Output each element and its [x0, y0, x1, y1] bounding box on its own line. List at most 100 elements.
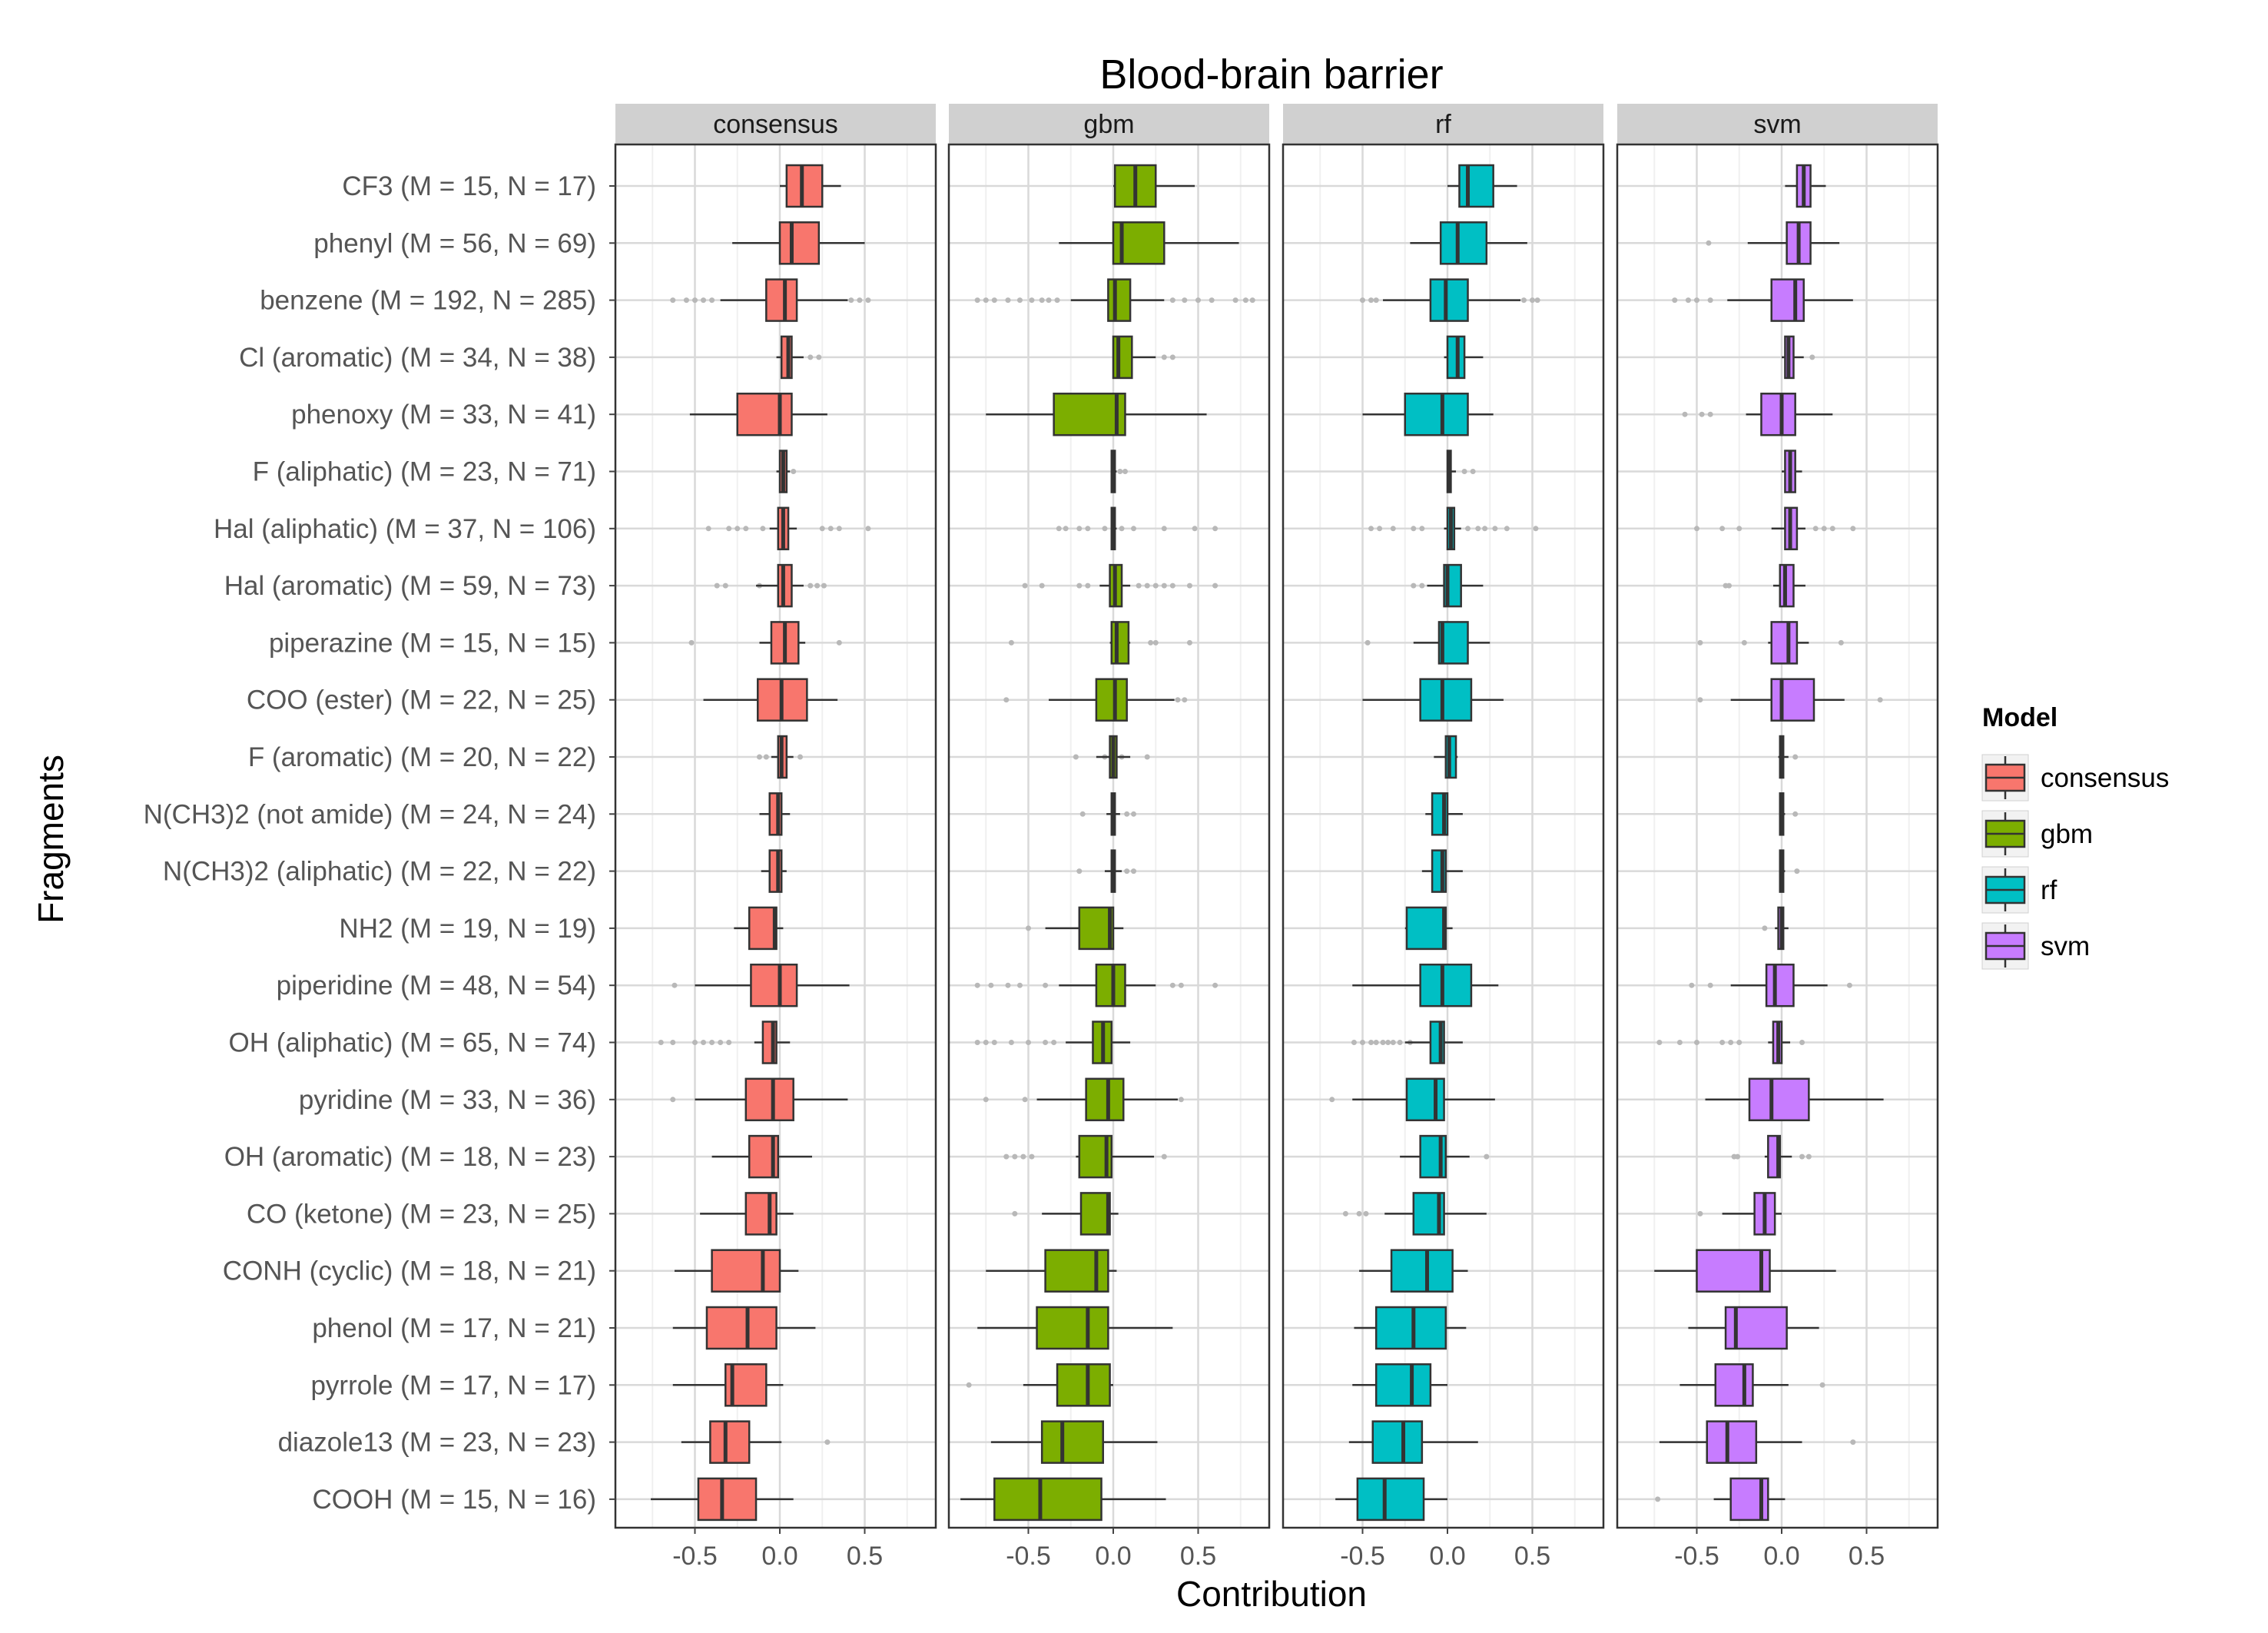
box-iqr: [1036, 1306, 1109, 1350]
outlier-point: [1242, 297, 1248, 304]
outlier-point: [1676, 1040, 1683, 1045]
outlier-point: [722, 583, 728, 589]
box-svm-11: [1778, 735, 1799, 779]
x-tick-label: -0.5: [1340, 1542, 1385, 1571]
outlier-point: [983, 1040, 989, 1045]
box-rf-19: [1342, 1192, 1487, 1236]
outlier-point: [1124, 868, 1130, 875]
outlier-point: [1356, 1210, 1362, 1216]
outlier-point: [692, 1040, 698, 1045]
box-gbm-3: [974, 278, 1255, 322]
outlier-point: [1186, 583, 1192, 589]
box-gbm-5: [986, 392, 1207, 436]
category-label: phenyl (M = 56, N = 69): [313, 228, 596, 258]
outlier-point: [1672, 297, 1678, 304]
facet-strip-label: gbm: [1083, 110, 1134, 139]
box-gbm-17: [983, 1077, 1184, 1122]
box-gbm-8: [1022, 563, 1219, 608]
outlier-point: [1008, 639, 1014, 646]
box-iqr: [1770, 678, 1815, 722]
outlier-point: [807, 354, 814, 360]
outlier-point: [1377, 526, 1383, 532]
box-iqr: [1429, 278, 1469, 322]
box-iqr: [1404, 392, 1469, 436]
box-rf-7: [1368, 506, 1539, 551]
outlier-point: [836, 526, 842, 532]
facet-strip: [1617, 104, 1938, 144]
box-rf-5: [1362, 392, 1494, 436]
outlier-point: [670, 297, 676, 304]
box-consensus-17: [670, 1077, 848, 1122]
box-rf-10: [1362, 678, 1504, 722]
outlier-point: [1249, 297, 1255, 304]
outlier-point: [1482, 526, 1488, 532]
outlier-point: [1829, 526, 1835, 532]
outlier-point: [705, 526, 711, 532]
box-consensus-7: [705, 506, 871, 551]
y-axis-title: Fragments: [31, 755, 71, 924]
outlier-point: [1039, 583, 1045, 589]
outlier-point: [974, 1040, 980, 1045]
box-gbm-14: [1026, 906, 1124, 951]
outlier-point: [1699, 411, 1705, 417]
box-iqr: [711, 1249, 781, 1293]
category-label: N(CH3)2 (aliphatic) (M = 22, N = 22): [163, 857, 596, 887]
outlier-point: [756, 754, 762, 760]
outlier-point: [1694, 526, 1699, 532]
outlier-point: [726, 526, 732, 532]
outlier-point: [1195, 297, 1201, 304]
outlier-point: [701, 297, 707, 304]
legend-entry-gbm: gbm: [1981, 810, 2093, 858]
box-svm-1: [1785, 164, 1826, 208]
outlier-point: [1719, 526, 1726, 532]
box-gbm-2: [1059, 221, 1239, 265]
box-iqr: [1095, 963, 1126, 1007]
outlier-point: [1161, 526, 1167, 532]
box-gbm-23: [990, 1420, 1158, 1464]
outlier-point: [1390, 1040, 1396, 1045]
outlier-point: [1182, 697, 1188, 703]
outlier-point: [1161, 583, 1167, 589]
outlier-point: [1043, 1040, 1049, 1045]
box-iqr: [765, 278, 798, 322]
outlier-point: [1169, 982, 1175, 988]
outlier-point: [1694, 1040, 1699, 1045]
outlier-point: [1012, 1153, 1018, 1160]
outlier-point: [1373, 1040, 1379, 1045]
facet-strip-label: svm: [1753, 110, 1801, 139]
box-svm-13: [1779, 849, 1800, 893]
box-gbm-19: [1012, 1192, 1119, 1236]
outlier-point: [1850, 526, 1856, 532]
outlier-point: [827, 526, 834, 532]
box-consensus-23: [681, 1420, 831, 1464]
box-svm-5: [1682, 392, 1833, 436]
outlier-point: [1682, 411, 1688, 417]
outlier-point: [718, 1040, 724, 1045]
outlier-point: [1003, 697, 1010, 703]
outlier-point: [1368, 1040, 1374, 1045]
legend-title: Model: [1982, 703, 2057, 732]
box-svm-6: [1782, 450, 1802, 493]
box-gbm-11: [1073, 735, 1150, 779]
facet-panel-gbm: gbm -0.5 0.0 0.5: [947, 104, 1271, 1571]
category-label: Hal (aromatic) (M = 59, N = 73): [224, 571, 596, 601]
outlier-point: [1076, 868, 1083, 875]
outlier-point: [1175, 697, 1181, 703]
outlier-point: [709, 297, 715, 304]
box-rf-6: [1446, 450, 1476, 493]
outlier-point: [1079, 811, 1086, 817]
outlier-point: [1390, 526, 1396, 532]
outlier-point: [1838, 639, 1844, 646]
outlier-point: [1026, 925, 1031, 931]
outlier-point: [1131, 868, 1137, 875]
outlier-point: [1697, 1210, 1703, 1216]
box-consensus-13: [761, 849, 787, 893]
box-consensus-11: [756, 735, 804, 779]
outlier-point: [1411, 526, 1417, 532]
outlier-point: [1003, 1153, 1010, 1160]
outlier-point: [974, 982, 980, 988]
box-rf-4: [1444, 335, 1484, 380]
box-iqr: [1056, 1363, 1111, 1407]
panel-border: [614, 143, 937, 1529]
box-svm-17: [1705, 1077, 1884, 1122]
